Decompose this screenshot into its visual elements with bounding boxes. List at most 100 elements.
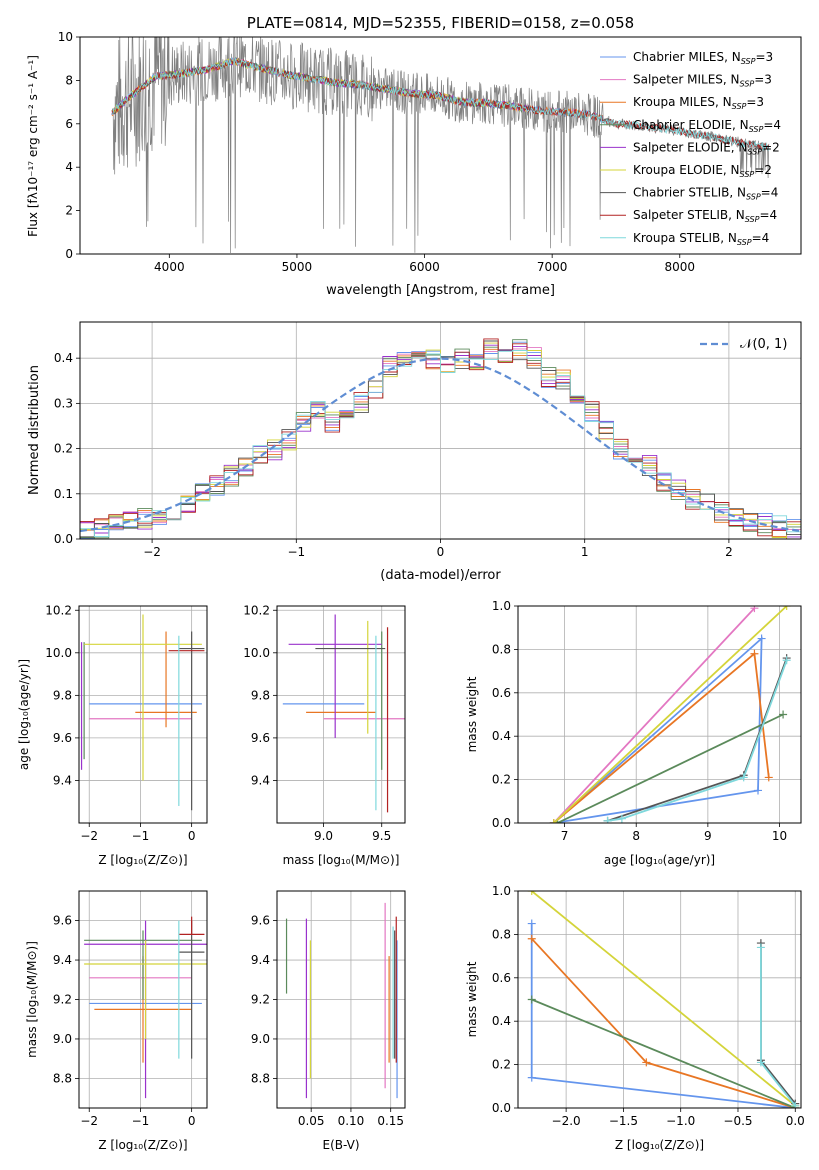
plot-area (282, 614, 405, 813)
y-tick-label: 0.1 (54, 487, 73, 501)
y-tick-label: 10.2 (45, 603, 72, 617)
panel-weight-vs-age: 7 8 9 10 0.0 0.2 0.4 0.6 0.8 1.0 (492, 599, 802, 843)
legend-label: 𝒩(0, 1) (740, 337, 787, 352)
data-point (750, 649, 759, 658)
y-tick-label: 9.6 (251, 914, 270, 928)
x-tick-label: −1 (132, 1114, 150, 1128)
x-tick-label: 0.05 (298, 1114, 325, 1128)
x-axis-label: E(B-V) (322, 1138, 359, 1152)
x-tick-label: −2 (143, 545, 161, 559)
data-point (754, 786, 763, 795)
legend: Chabrier MILES, NSSP=3 Salpeter MILES, NS… (600, 50, 781, 247)
y-tick-label: 0.0 (492, 816, 511, 830)
x-tick-label: 8000 (664, 260, 695, 274)
y-axis-label: Flux [fλ10⁻¹⁷ erg cm⁻² s⁻¹ A⁻¹] (26, 55, 40, 237)
observed-spectrum (112, 37, 770, 254)
y-tick-label: 0.8 (492, 642, 511, 656)
y-tick-label: 10 (58, 30, 73, 44)
series-line-chabrier-elodie (557, 713, 784, 823)
x-tick-label: −1.5 (609, 1114, 638, 1128)
data-point (757, 634, 766, 643)
data-point (527, 1073, 536, 1082)
y-tick-label: 0.2 (492, 773, 511, 787)
legend-label: Salpeter ELODIE, NSSP=2 (633, 140, 780, 156)
x-tick-label: 0.0 (786, 1114, 805, 1128)
x-tick-label: −2.0 (552, 1114, 581, 1128)
x-tick-label: 0 (188, 1114, 196, 1128)
plot-area (285, 902, 398, 1099)
x-tick-label: −1 (132, 829, 150, 843)
x-tick-label: 10 (772, 829, 787, 843)
panel-mass-vs-EBV: 0.05 0.10 0.15 8.8 9.0 9.2 9.4 9.6 (251, 890, 406, 1128)
x-tick-label: 1 (581, 545, 589, 559)
y-tick-label: 6 (65, 117, 73, 131)
legend-label: Kroupa ELODIE, NSSP=2 (633, 163, 772, 179)
plot-area (80, 614, 205, 811)
y-tick-label: 10.2 (243, 603, 270, 617)
series-line-kroupa-stelib (607, 659, 788, 822)
x-axis-label: (data-model)/error (380, 568, 501, 583)
chart-title: PLATE=0814, MJD=52355, FIBERID=0158, z=0… (247, 14, 634, 32)
x-tick-label: 0 (188, 829, 196, 843)
x-tick-label: −0.5 (723, 1114, 752, 1128)
y-tick-label: 8.8 (251, 1071, 270, 1085)
y-tick-label: 9.6 (251, 731, 270, 745)
y-axis-label: mass weight (465, 961, 479, 1037)
data-point (527, 934, 536, 943)
panel-age-vs-mass: 9.0 9.5 9.4 9.6 9.8 10.0 10.2 (243, 603, 406, 843)
x-tick-label: 0.15 (377, 1114, 404, 1128)
data-point (549, 819, 558, 823)
x-tick-label: −1 (287, 545, 305, 559)
legend-label: Chabrier STELIB, NSSP=4 (633, 186, 778, 202)
y-tick-label: 0.2 (54, 442, 73, 456)
y-tick-label: 0.3 (54, 396, 73, 410)
y-tick-label: 10.0 (243, 646, 270, 660)
y-tick-label: 9.6 (53, 731, 72, 745)
y-tick-label: 0.4 (492, 1014, 511, 1028)
model-spectrum-chabrier-stelib (111, 59, 769, 151)
data-point (527, 995, 536, 1004)
panel-age-vs-Z: −2 −1 0 9.4 9.6 9.8 10.0 10.2 (45, 603, 208, 843)
gaussian-curve (80, 357, 801, 533)
x-tick-label: 6000 (409, 260, 440, 274)
x-axis-label: wavelength [Angstrom, rest frame] (326, 283, 555, 298)
x-axis-label: Z [log₁₀(Z/Z⊙)] (98, 853, 187, 867)
y-tick-label: 9.0 (251, 1032, 270, 1046)
axes-frame (78, 605, 208, 824)
y-tick-label: 9.4 (53, 953, 72, 967)
series-line-chabrier-stelib (760, 943, 797, 1105)
axes-frame (78, 890, 208, 1109)
data-point (779, 710, 788, 719)
y-tick-label: 9.4 (251, 773, 270, 787)
y-tick-label: 2 (65, 204, 73, 218)
data-point (756, 943, 765, 952)
series-line-chabrier-elodie (531, 998, 796, 1108)
y-axis-label: mass weight (465, 676, 479, 752)
data-point (527, 891, 536, 895)
y-tick-label: 9.6 (53, 914, 72, 928)
y-tick-label: 0.4 (492, 729, 511, 743)
panel-mass-vs-Z: −2 −1 0 8.8 9.0 9.2 9.4 9.6 (53, 890, 208, 1128)
data-point (750, 606, 759, 613)
y-tick-label: 10.0 (45, 646, 72, 660)
x-tick-label: 7000 (537, 260, 568, 274)
y-tick-label: 1.0 (492, 599, 511, 613)
x-tick-label: 5000 (282, 260, 313, 274)
x-tick-label: 0.10 (338, 1114, 365, 1128)
data-point (782, 656, 791, 665)
data-point (642, 1058, 651, 1067)
y-tick-label: 0.0 (54, 532, 73, 546)
y-tick-label: 0.4 (54, 351, 73, 365)
x-axis-label: mass [log₁₀(M/M⊙)] (283, 853, 400, 867)
y-tick-label: 9.8 (53, 688, 72, 702)
x-tick-label: −2 (80, 829, 98, 843)
y-tick-label: 9.4 (53, 773, 72, 787)
y-tick-label: 0.8 (492, 927, 511, 941)
y-tick-label: 0.2 (492, 1058, 511, 1072)
y-tick-label: 9.8 (251, 688, 270, 702)
data-point (791, 1101, 800, 1108)
axes-frame (276, 605, 406, 824)
y-tick-label: 0 (65, 247, 73, 261)
series-line-chabrier-miles (553, 636, 763, 823)
